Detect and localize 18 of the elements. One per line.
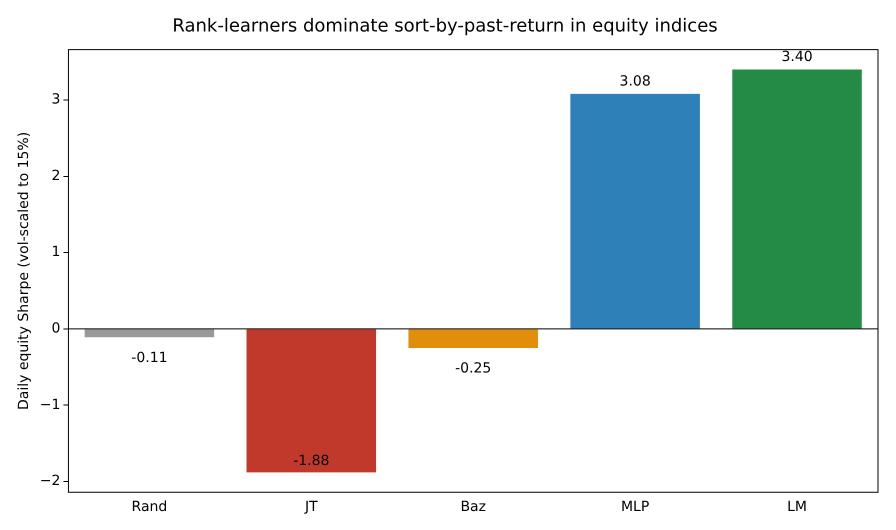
data-label: -1.88 [293,453,330,469]
y-tick-label: −1 [40,396,60,413]
y-tick-label: −2 [40,473,60,490]
x-tick-label: Rand [132,499,168,516]
data-label: -0.11 [131,350,168,366]
x-tick-label: LM [787,499,807,516]
y-tick-label: 2 [52,168,60,184]
chart-title: Rank-learners dominate sort-by-past-return in equity indices [172,15,718,36]
x-tick-label: Baz [460,499,486,516]
y-axis-title: Daily equity Sharpe (vol-scaled to 15%) [16,132,32,410]
data-label: 3.40 [781,49,813,66]
x-tick-label: JT [304,499,318,516]
y-tick-label: 1 [52,244,60,260]
x-tick-label: MLP [620,499,650,516]
data-label: -0.25 [455,360,492,377]
data-label: 3.08 [620,74,651,90]
y-tick-label: 3 [52,92,60,108]
y-tick-label: 0 [52,320,60,337]
